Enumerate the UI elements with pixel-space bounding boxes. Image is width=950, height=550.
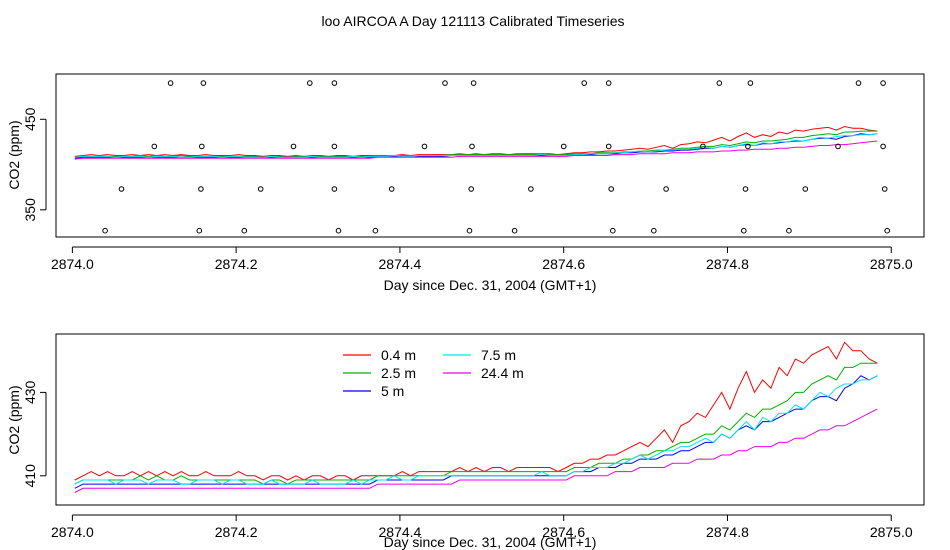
top-series-line-7-5-m xyxy=(74,133,878,158)
top-marker-point xyxy=(118,186,125,192)
top-marker-point xyxy=(835,143,841,150)
top-marker-point xyxy=(167,80,174,86)
top-marker-point xyxy=(468,186,475,192)
bottom-series-line-2-5-m xyxy=(74,362,878,485)
top-marker-point xyxy=(581,80,588,86)
top-x-tick-label: 2874.2 xyxy=(215,256,258,272)
top-marker-point xyxy=(716,80,723,86)
top-marker-point xyxy=(257,186,264,192)
top-marker-point xyxy=(884,227,891,234)
bottom-series-line-24-4-m xyxy=(74,408,878,493)
legend-label-24-4-m: 24.4 m xyxy=(481,365,524,381)
bottom-y-axis-label: CO2 (ppm) xyxy=(6,385,22,454)
top-marker-point xyxy=(469,143,475,150)
top-x-axis-label: Day since Dec. 31, 2004 (GMT+1) xyxy=(384,277,597,293)
top-marker-point xyxy=(511,227,518,234)
top-series-line-24-4-m xyxy=(74,140,878,160)
bottom-plot-frame xyxy=(55,333,925,506)
top-marker-point xyxy=(241,227,248,234)
top-marker-point xyxy=(331,186,338,192)
top-marker-point xyxy=(331,143,338,150)
bottom-y-axis: 410 430 xyxy=(22,380,47,488)
top-y-axis-label: CO2 (ppm) xyxy=(6,120,22,189)
bottom-y-tick-label: 430 xyxy=(22,380,38,404)
top-marker-point xyxy=(372,227,379,234)
bottom-series-line-0-4-m xyxy=(74,341,878,481)
top-y-tick-label: 350 xyxy=(22,198,38,222)
legend-label-2-5-m: 2.5 m xyxy=(381,365,416,381)
top-marker-point xyxy=(151,143,158,150)
top-plot-frame xyxy=(55,73,925,238)
top-marker-point xyxy=(102,227,108,234)
bottom-x-tick-label: 2874.0 xyxy=(51,524,94,540)
top-marker-point xyxy=(470,80,477,86)
bottom-x-tick-label: 2875.0 xyxy=(870,524,913,540)
top-marker-point xyxy=(605,143,612,150)
top-marker-point xyxy=(747,80,754,86)
top-panel: 2874.0 2874.2 2874.4 2874.6 2874.8 2875.0 350… xyxy=(6,73,925,293)
top-marker-point xyxy=(200,80,207,86)
bottom-x-tick-label: 2874.6 xyxy=(542,524,585,540)
top-marker-point xyxy=(663,186,669,192)
top-marker-point xyxy=(528,186,534,192)
bottom-series-group xyxy=(74,341,878,493)
top-marker-point xyxy=(745,143,751,150)
top-marker-point xyxy=(442,80,448,86)
top-x-tick-label: 2874.6 xyxy=(542,256,585,272)
bottom-x-tick-label: 2874.2 xyxy=(215,524,258,540)
top-marker-point xyxy=(610,227,616,234)
top-marker-point xyxy=(608,186,615,192)
legend-label-5-m: 5 m xyxy=(381,383,404,399)
top-y-tick-label: 450 xyxy=(22,107,38,131)
top-x-tick-label: 2874.4 xyxy=(379,256,422,272)
top-series-line-0-4-m xyxy=(74,125,878,157)
bottom-series-line-7-5-m xyxy=(74,375,878,485)
top-marker-point xyxy=(199,143,205,150)
top-marker-point xyxy=(880,143,886,150)
legend-label-0-4-m: 0.4 m xyxy=(381,347,416,363)
top-marker-point xyxy=(560,143,567,150)
legend: 0.4 m 2.5 m 5 m 7.5 m 24.4 m xyxy=(343,347,524,399)
chart-title: loo AIRCOA A Day 121113 Calibrated Times… xyxy=(322,13,625,29)
bottom-x-tick-label: 2874.8 xyxy=(706,524,749,540)
bottom-x-tick-label: 2874.4 xyxy=(379,524,422,540)
top-marker-point xyxy=(331,80,338,86)
top-x-tick-label: 2874.8 xyxy=(706,256,749,272)
legend-label-7-5-m: 7.5 m xyxy=(481,347,516,363)
top-marker-point xyxy=(881,186,888,192)
top-series-group xyxy=(74,125,878,160)
top-marker-point xyxy=(880,80,886,86)
top-marker-point xyxy=(307,80,313,86)
top-markers-group xyxy=(102,80,891,234)
bottom-x-axis-label: Day since Dec. 31, 2004 (GMT+1) xyxy=(384,534,597,550)
top-marker-point xyxy=(335,227,342,234)
top-x-tick-label: 2875.0 xyxy=(870,256,913,272)
bottom-x-axis: 2874.0 2874.2 2874.4 2874.6 2874.8 2875.0 xyxy=(51,514,913,540)
top-marker-point xyxy=(421,143,428,150)
top-marker-point xyxy=(290,143,297,150)
top-marker-point xyxy=(388,186,395,192)
top-marker-point xyxy=(802,186,809,192)
top-marker-point xyxy=(196,227,203,234)
top-marker-point xyxy=(855,80,862,86)
bottom-y-tick-label: 410 xyxy=(22,464,38,488)
top-x-axis: 2874.0 2874.2 2874.4 2874.6 2874.8 2875.0 xyxy=(51,246,913,272)
top-marker-point xyxy=(742,186,749,192)
bottom-panel: 2874.0 2874.2 2874.4 2874.6 2874.8 2875.0 410… xyxy=(6,333,925,550)
top-marker-point xyxy=(741,227,747,234)
top-marker-point xyxy=(700,143,706,150)
top-marker-point xyxy=(466,227,473,234)
top-x-tick-label: 2874.0 xyxy=(51,256,94,272)
top-marker-point xyxy=(651,227,657,234)
top-y-axis: 350 450 xyxy=(22,107,47,222)
top-marker-point xyxy=(605,80,612,86)
top-marker-point xyxy=(786,227,792,234)
top-marker-point xyxy=(198,186,204,192)
